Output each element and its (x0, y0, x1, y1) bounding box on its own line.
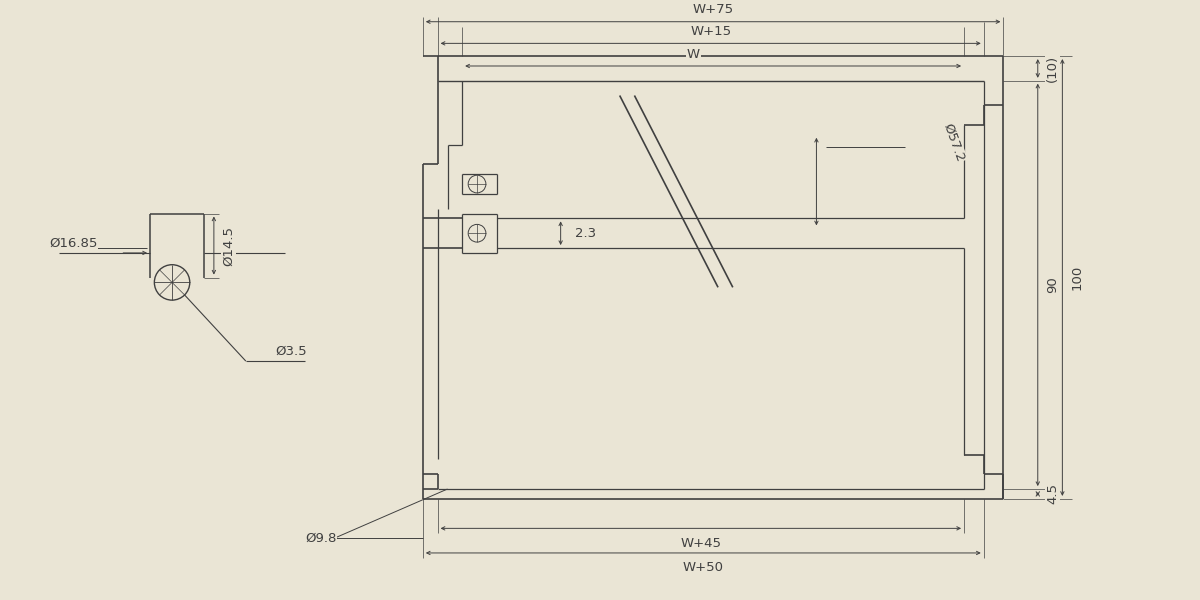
Text: W: W (686, 47, 700, 61)
Text: 4.5: 4.5 (1046, 484, 1060, 505)
Text: 100: 100 (1070, 265, 1084, 290)
Text: W+15: W+15 (690, 25, 731, 38)
Text: W+75: W+75 (692, 4, 733, 16)
Text: (10): (10) (1046, 55, 1060, 82)
Text: Ø9.8: Ø9.8 (305, 532, 336, 545)
Text: 90: 90 (1046, 277, 1060, 293)
Text: W+50: W+50 (683, 561, 724, 574)
Text: 2.3: 2.3 (576, 227, 596, 240)
Text: W+45: W+45 (680, 536, 721, 550)
Text: Ø3.5: Ø3.5 (275, 345, 307, 358)
Text: Ø57.2: Ø57.2 (941, 121, 967, 163)
Text: Ø16.85: Ø16.85 (49, 236, 97, 250)
Text: Ø14.5: Ø14.5 (222, 226, 235, 266)
